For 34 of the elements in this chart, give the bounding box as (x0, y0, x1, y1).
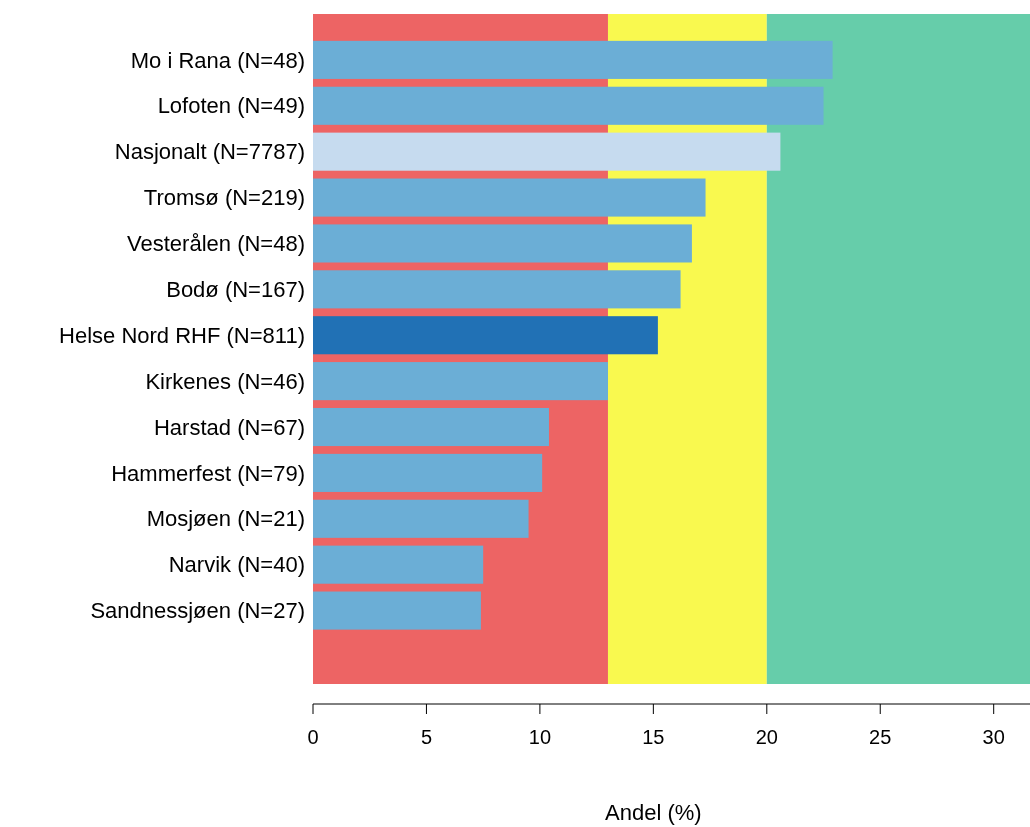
x-tick-label: 5 (420, 726, 433, 748)
y-tick-label: Kirkenes (N=46) (145, 368, 305, 394)
bar (313, 178, 706, 217)
bar (313, 362, 608, 401)
y-tick-label: Tromsø (N=219) (143, 185, 305, 211)
bar (313, 316, 658, 355)
y-tick-label: Sandnessjøen (N=27) (90, 598, 305, 624)
bar (313, 407, 549, 447)
bar (313, 499, 529, 538)
bar (313, 545, 484, 584)
bar (313, 270, 681, 309)
y-tick-label: Vesterålen (N=48) (127, 231, 305, 257)
x-tick-label: 0 (307, 726, 319, 748)
y-tick-label: Lofoten (N=49) (157, 93, 305, 119)
bar (313, 224, 692, 263)
bar (313, 86, 824, 125)
y-tick-label: Hammerfest (N=79) (111, 460, 305, 486)
x-tick-label: 10 (528, 726, 552, 748)
x-axis-title: Andel (%) (605, 800, 702, 825)
y-tick-label: Bodø (N=167) (166, 277, 305, 303)
y-tick-label: Harstad (N=67) (153, 414, 305, 440)
y-tick-label: Mo i Rana (N=48) (130, 47, 305, 73)
bar (313, 132, 781, 171)
bar (313, 453, 543, 492)
bar (313, 40, 833, 79)
x-tick-label: 25 (869, 726, 892, 748)
bar (313, 591, 481, 630)
x-tick-label: 15 (642, 726, 665, 748)
x-tick-label: 30 (982, 726, 1005, 748)
y-tick-label: Helse Nord RHF (N=811) (59, 322, 305, 348)
x-tick-label: 20 (755, 726, 778, 748)
y-tick-label: Nasjonalt (N=7787) (114, 139, 305, 165)
y-tick-label: Narvik (N=40) (168, 552, 305, 578)
y-tick-label: Mosjøen (N=21) (146, 506, 305, 532)
